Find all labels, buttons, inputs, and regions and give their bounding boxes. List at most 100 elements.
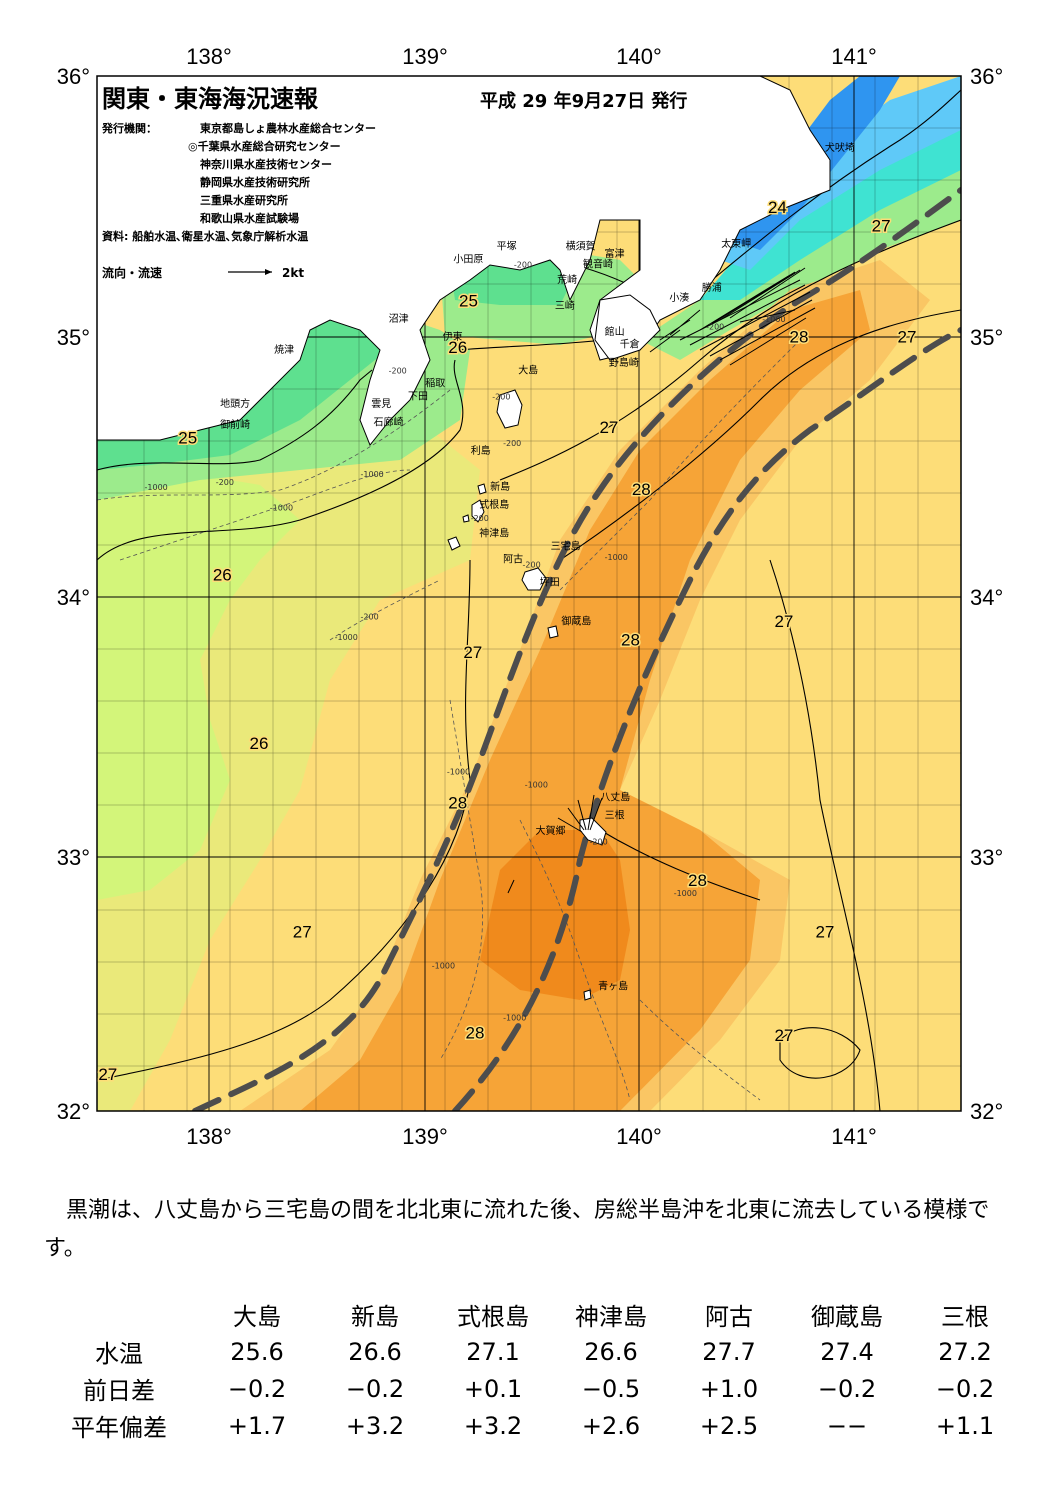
- isobath-label: -200: [216, 478, 234, 487]
- isobath-label: -1000: [605, 553, 628, 562]
- place-label: 三根: [605, 809, 625, 822]
- isotherm-label: 28: [632, 480, 651, 499]
- place-label: 横須賀: [566, 239, 596, 252]
- lon-tick: 140°: [616, 1124, 662, 1149]
- lat-tick: 36°: [57, 64, 90, 89]
- place-label: 千倉: [620, 338, 640, 351]
- place-label: 御蔵島: [561, 615, 591, 628]
- place-label: 青ヶ島: [598, 979, 628, 992]
- place-label: 焼津: [274, 344, 294, 356]
- isobath-label: -1000: [432, 962, 455, 971]
- place-label: 平塚: [497, 240, 517, 252]
- table-cell: +3.2: [434, 1407, 552, 1444]
- place-label: 坪田: [540, 576, 560, 589]
- isobath-label: -200: [590, 838, 608, 847]
- table-cell: +1.1: [906, 1407, 1024, 1444]
- isotherm-label: 26: [448, 338, 467, 357]
- isotherm-label: 26: [250, 734, 269, 753]
- place-label: 式根島: [479, 498, 509, 511]
- place-label: 太東岬: [721, 237, 751, 250]
- data-source: 資料: 船舶水温､衛星水温､気象庁解析水温: [102, 229, 308, 243]
- row-label: 前日差: [40, 1370, 198, 1407]
- place-label: 八丈島: [600, 791, 630, 804]
- table-cell: −−: [788, 1407, 906, 1444]
- lon-tick: 138°: [186, 1124, 232, 1149]
- place-label: 三崎: [555, 299, 575, 312]
- isobath-label: -1000: [335, 633, 358, 642]
- isobath-label: -200: [523, 561, 541, 570]
- isobath-label: -200: [389, 367, 407, 376]
- lat-tick: 33°: [57, 845, 90, 870]
- place-label: 三宅島: [551, 540, 581, 553]
- isotherm-label: 28: [466, 1024, 485, 1043]
- isobath-label: -1000: [674, 889, 697, 898]
- lat-tick: 33°: [970, 845, 1003, 870]
- lon-tick: 140°: [616, 44, 662, 69]
- isobath-label: -1000: [447, 768, 470, 777]
- isobath-label: -1000: [503, 1013, 526, 1022]
- station-temperature-table: 大島 新島 式根島 神津島 阿古 御蔵島 三根 水温 25.6 26.6 27.…: [40, 1296, 1024, 1444]
- isotherm-label: 27: [774, 1026, 793, 1045]
- lon-tick: 138°: [186, 44, 232, 69]
- isotherm-label: 24: [768, 198, 787, 217]
- place-label: 犬吠埼: [825, 141, 855, 154]
- station-header: 神津島: [552, 1296, 670, 1333]
- lon-tick: 141°: [831, 44, 877, 69]
- place-label: 館山: [605, 325, 625, 338]
- table-row: 平年偏差 +1.7 +3.2 +3.2 +2.6 +2.5 −− +1.1: [40, 1407, 1024, 1444]
- place-label: 野島崎: [609, 356, 639, 369]
- table-cell: +1.0: [670, 1370, 788, 1407]
- table-cell: +3.2: [316, 1407, 434, 1444]
- station-header: 三根: [906, 1296, 1024, 1333]
- isotherm-label: 28: [621, 630, 640, 649]
- table-cell: +2.6: [552, 1407, 670, 1444]
- table-row: 前日差 −0.2 −0.2 +0.1 −0.5 +1.0 −0.2 −0.2: [40, 1370, 1024, 1407]
- place-label: 勝浦: [702, 281, 722, 294]
- place-label: 稲取: [425, 378, 445, 390]
- isotherm-label: 26: [213, 566, 232, 585]
- isotherm-label: 28: [688, 871, 707, 890]
- place-label: 荒崎: [557, 273, 577, 286]
- island-aogashima: [584, 990, 591, 1000]
- place-label: 雲見: [371, 398, 391, 410]
- place-label: 富津: [605, 247, 625, 260]
- place-label: 沼津: [389, 312, 409, 325]
- place-label: 御前崎: [220, 418, 250, 431]
- row-label: 水温: [40, 1333, 198, 1370]
- table-cell: −0.2: [906, 1370, 1024, 1407]
- table-corner: [40, 1296, 198, 1333]
- lat-tick: 32°: [57, 1099, 90, 1124]
- table-cell: 27.1: [434, 1333, 552, 1370]
- lon-tick: 141°: [831, 1124, 877, 1149]
- lat-tick: 34°: [57, 585, 90, 610]
- lon-ticks-top: 138° 139° 140° 141°: [186, 44, 877, 69]
- issuer-item: 東京都島しょ農林水産総合センター: [200, 121, 376, 135]
- issue-date: 平成 29 年9月27日 発行: [480, 90, 687, 112]
- table-cell: 26.6: [552, 1333, 670, 1370]
- lat-tick: 35°: [57, 325, 90, 350]
- station-header: 御蔵島: [788, 1296, 906, 1333]
- map-title: 関東・東海海況速報: [102, 85, 319, 113]
- place-label: 利島: [471, 444, 491, 457]
- issuer-item: 静岡県水産技術研究所: [200, 175, 310, 189]
- sea-temperature-map: 関東・東海海況速報 平成 29 年9月27日 発行 発行機関： 東京都島しょ農林…: [0, 0, 1064, 1170]
- kuroshio-summary: 黒潮は、八丈島から三宅島の間を北北東に流れた後、房総半島沖を北東に流去している模…: [44, 1192, 1024, 1268]
- isotherm-label: 27: [815, 923, 834, 942]
- place-label: 小田原: [453, 253, 483, 265]
- isotherm-label: 27: [463, 643, 482, 662]
- isotherm-label: 28: [790, 328, 809, 347]
- isobath-label: -1000: [525, 781, 548, 790]
- isotherm-label: 27: [98, 1065, 117, 1084]
- table-cell: −0.5: [552, 1370, 670, 1407]
- lon-tick: 139°: [402, 1124, 448, 1149]
- issuer-item: 神奈川県水産技術センター: [200, 157, 332, 171]
- isobath-label: -200: [471, 514, 489, 523]
- place-label: 大賀郷: [536, 824, 566, 837]
- current-legend-label: 流向・流速: [102, 265, 162, 280]
- lat-tick: 35°: [970, 325, 1003, 350]
- isobath-label: -1000: [145, 483, 168, 492]
- isobath-label: -200: [706, 323, 724, 332]
- island-mikurajima: [548, 626, 558, 638]
- issuer-item: 三重県水産研究所: [200, 193, 288, 207]
- isobath-label: -1000: [270, 504, 293, 513]
